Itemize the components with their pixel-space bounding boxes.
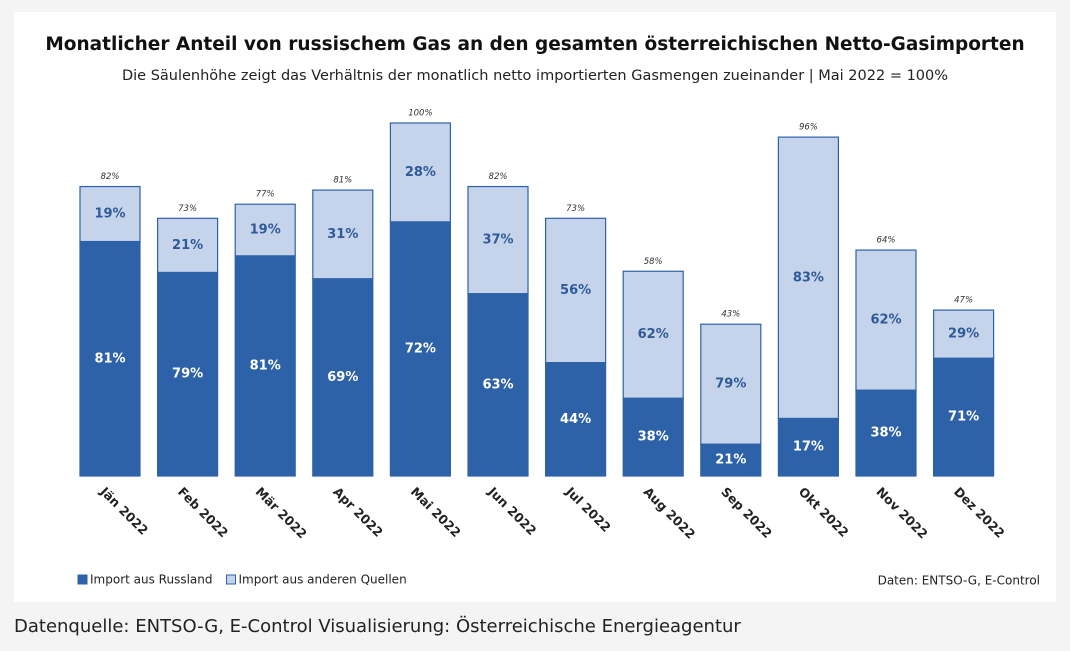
bar-segment (79, 185, 141, 243)
total-label: 73% (178, 204, 197, 214)
total-label: 96% (799, 123, 818, 133)
segment-label: 63% (482, 377, 513, 392)
bar-segment (389, 122, 451, 223)
bar-segment (234, 203, 296, 257)
segment-label: 81% (250, 358, 281, 373)
caption: Datenquelle: ENTSO-G, E-Control Visualis… (14, 615, 741, 637)
segment-label: 83% (793, 270, 824, 285)
bar-segment (389, 221, 451, 477)
segment-label: 44% (560, 412, 591, 427)
segment-label: 79% (172, 367, 203, 382)
bar-segment (544, 217, 607, 364)
bar-segment (157, 217, 219, 274)
bar-segment (700, 443, 762, 477)
segment-label: 62% (870, 313, 901, 328)
segment-label: 21% (172, 238, 203, 253)
bar-segment (777, 136, 840, 419)
chart-title: Monatlicher Anteil von russischem Gas an… (45, 34, 1024, 55)
segment-label: 31% (327, 227, 358, 242)
bar-segment (932, 309, 995, 359)
segment-label: 81% (94, 351, 125, 366)
segment-label: 62% (638, 327, 669, 342)
total-label: 82% (101, 172, 120, 182)
segment-label: 17% (793, 440, 824, 455)
segment-label: 28% (405, 165, 436, 180)
total-label: 47% (954, 296, 973, 306)
legend-label: Import aus Russland (90, 573, 212, 587)
total-label: 73% (566, 204, 585, 214)
bar-segment (467, 185, 529, 295)
bar-segment (700, 323, 762, 445)
segment-label: 21% (715, 453, 746, 468)
segment-label: 56% (560, 283, 591, 298)
total-label: 81% (333, 176, 352, 186)
segment-label: 69% (327, 370, 358, 385)
segment-label: 71% (948, 410, 979, 425)
bar-segment (622, 397, 684, 477)
source-note: Daten: ENTSO-G, E-Control (878, 574, 1040, 588)
bar-segment (234, 255, 296, 477)
bar-segment (467, 293, 529, 477)
bar-segment (777, 417, 840, 477)
total-label: 43% (721, 310, 740, 320)
bar-segment (312, 189, 374, 280)
segment-label: 38% (638, 430, 669, 445)
bar-segment (855, 249, 917, 391)
chart-subtitle: Die Säulenhöhe zeigt das Verhältnis der … (122, 68, 948, 84)
segment-label: 72% (405, 341, 436, 356)
segment-label: 29% (948, 327, 979, 342)
segment-label: 19% (250, 223, 281, 238)
segment-label: 19% (94, 207, 125, 222)
bar-segment (932, 357, 995, 477)
bar-segment (312, 278, 374, 477)
total-label: 64% (877, 236, 896, 246)
total-label: 100% (408, 109, 432, 119)
bar-segment (157, 271, 219, 477)
bar-segment (622, 270, 684, 399)
bar-segment (79, 240, 141, 477)
segment-label: 37% (482, 233, 513, 248)
segment-label: 38% (870, 426, 901, 441)
total-label: 82% (489, 172, 508, 182)
legend-swatch (77, 574, 88, 585)
total-label: 77% (256, 190, 275, 200)
legend-label: Import aus anderen Quellen (238, 573, 406, 587)
total-label: 58% (644, 257, 663, 267)
segment-label: 79% (715, 377, 746, 392)
legend-swatch (225, 574, 236, 585)
